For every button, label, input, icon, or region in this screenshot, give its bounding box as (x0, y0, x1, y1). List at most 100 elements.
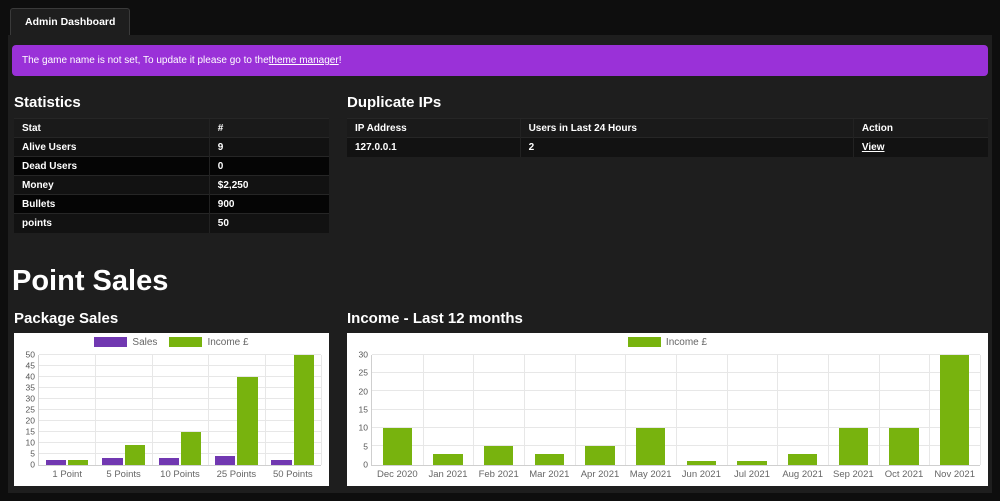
duplicate-ips-title: Duplicate IPs (347, 94, 442, 111)
stat-value: $2,250 (208, 175, 329, 195)
gridline (95, 354, 97, 465)
gridline (39, 430, 321, 432)
y-axis-tick-label: 10 (25, 437, 35, 448)
gridline (39, 452, 321, 454)
legend-label: Income £ (207, 336, 249, 348)
chart-legend: Income £ (347, 337, 988, 348)
bar (293, 354, 315, 465)
gridline (321, 354, 322, 465)
y-axis-tick-label: 25 (358, 367, 368, 378)
bar (838, 427, 869, 465)
theme-manager-link[interactable]: theme manager (268, 55, 339, 66)
main-content: The game name is not set, To update it p… (8, 35, 992, 493)
x-axis-label: 10 Points (160, 468, 200, 480)
y-axis-tick-label: 10 (358, 422, 368, 433)
legend-label: Income £ (665, 336, 708, 348)
legend-item: Sales (94, 337, 157, 348)
bar (382, 427, 413, 465)
category-group (372, 355, 423, 465)
table-header-row: IP Address Users in Last 24 Hours Action (347, 118, 988, 138)
category-group (423, 355, 474, 465)
x-axis-label: Jun 2021 (681, 468, 721, 480)
legend-swatch (94, 337, 128, 347)
y-axis-tick-label: 5 (363, 440, 368, 451)
income-chart-card: Income - Last 12 months Income £ 0 5 10 15 20… (347, 310, 988, 486)
x-axis-label: Oct 2021 (884, 468, 924, 480)
y-axis-tick-label: 25 (25, 404, 35, 415)
ip-address: 127.0.0.1 (347, 137, 521, 157)
category-group (777, 355, 828, 465)
gridline (524, 354, 525, 465)
bar (585, 446, 615, 465)
stat-value: 900 (208, 194, 329, 214)
bar (433, 453, 463, 465)
gridline (151, 354, 153, 465)
bar (180, 431, 202, 465)
page-title: Point Sales (12, 264, 169, 297)
y-axis-tick-label: 30 (358, 349, 368, 360)
tab-bar: Admin Dashboard (0, 0, 1000, 35)
x-axis-label: Aug 2021 (782, 468, 823, 480)
gridline (473, 354, 475, 465)
x-axis-label: Sep 2021 (832, 468, 874, 480)
bar (889, 427, 919, 465)
category-group (39, 355, 95, 465)
stat-header: Stat (14, 118, 210, 138)
y-axis-tick-label: 35 (25, 382, 35, 393)
alert-text-before: The game name is not set, To update it p… (22, 55, 269, 66)
bar (158, 457, 179, 465)
bar (271, 460, 292, 465)
chart-legend: Sales Income £ (14, 337, 329, 348)
users-24h-header: Users in Last 24 Hours (519, 118, 854, 138)
view-link[interactable]: View (861, 141, 885, 153)
gridline (828, 354, 829, 465)
gridline (39, 397, 321, 399)
users-count: 2 (519, 137, 854, 157)
value-header: # (208, 118, 329, 138)
y-axis-tick-label: 40 (25, 371, 35, 382)
bar (68, 460, 89, 465)
table-row: Bullets 900 (14, 194, 329, 214)
action-header: Action (852, 118, 988, 138)
x-axis-label: Mar 2021 (529, 468, 570, 480)
gridline (676, 354, 677, 465)
x-axis-label: 1 Point (52, 468, 82, 480)
category-group (208, 355, 264, 465)
action-cell: View (852, 137, 988, 157)
gridline (372, 353, 980, 355)
category-group (879, 355, 930, 465)
y-axis-tick-label: 45 (25, 360, 35, 371)
gridline (39, 375, 321, 377)
table-row: Money $2,250 (14, 175, 329, 195)
category-group (152, 355, 208, 465)
game-name-alert: The game name is not set, To update it p… (12, 45, 988, 76)
legend-label: Sales (132, 336, 158, 348)
x-axis-label: 25 Points (216, 468, 257, 480)
gridline (39, 419, 321, 421)
category-group (929, 354, 980, 465)
bar (124, 445, 145, 465)
x-axis-label: Apr 2021 (580, 468, 620, 480)
gridline (39, 364, 321, 366)
category-group (575, 355, 626, 465)
category-group (828, 355, 879, 465)
chart-plot: 0 5 10 15 20 25 30 Dec 2020 Jan 2021 Feb 2021 Mar … (359, 350, 981, 479)
x-axis-label: Jul 2021 (734, 468, 770, 480)
bar (635, 427, 666, 465)
bar (787, 453, 818, 465)
stat-name: points (14, 213, 210, 233)
gridline (726, 354, 728, 465)
gridline (39, 353, 321, 355)
y-axis-tick-label: 15 (25, 426, 35, 437)
x-axis-label: Feb 2021 (478, 468, 519, 480)
x-axis-label: Nov 2021 (934, 468, 975, 480)
category-group (676, 355, 727, 465)
statistics-title: Statistics (14, 94, 81, 111)
bar (102, 457, 123, 465)
tab-admin-dashboard[interactable]: Admin Dashboard (10, 8, 131, 35)
y-axis-tick-label: 50 (25, 349, 35, 360)
chart-title: Income - Last 12 months (347, 309, 523, 327)
bar (534, 453, 565, 465)
y-axis-tick-label: 0 (30, 459, 35, 470)
gridline (422, 354, 424, 465)
